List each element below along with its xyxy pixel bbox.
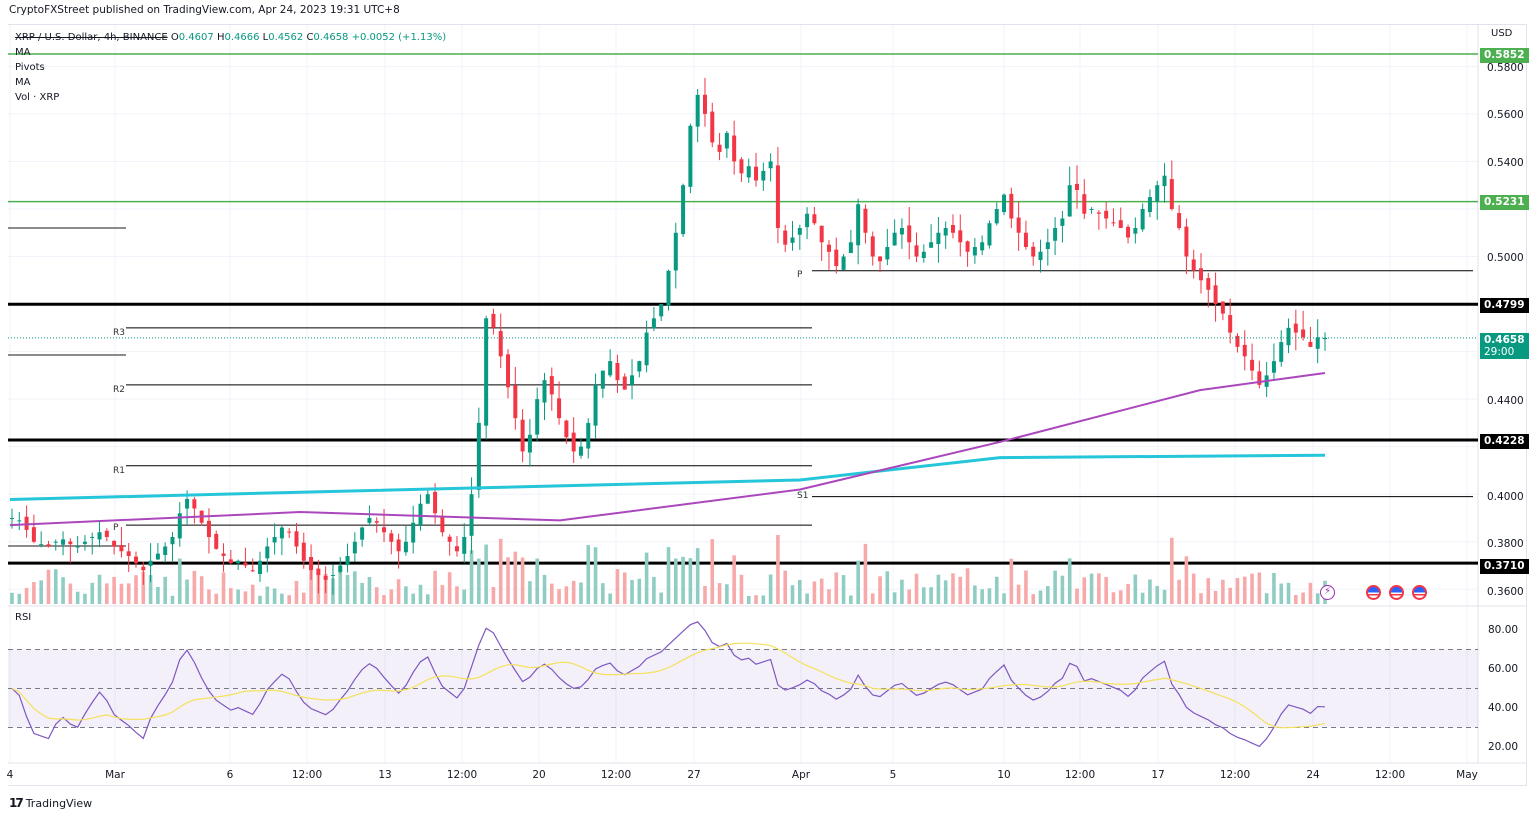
price-tick: 0.3800: [1487, 538, 1524, 550]
chart-legend: XRP / U.S. Dollar, 4h, BINANCE O0.4607 H…: [15, 30, 446, 105]
time-tick: Apr: [791, 769, 811, 781]
us-flag-icon[interactable]: [1366, 585, 1381, 600]
pivot-label-r3: R3: [113, 328, 125, 338]
level-tag-0.3710: 0.3710: [1480, 559, 1529, 574]
level-tag-0.4799: 0.4799: [1480, 298, 1529, 313]
pivot-label-s1: S1: [797, 491, 809, 501]
rsi-tick: 80.00: [1488, 624, 1519, 636]
low-value: 0.4562: [268, 32, 304, 43]
price-tick: 0.5600: [1487, 109, 1524, 121]
time-tick: 12:00: [1219, 769, 1251, 781]
level-tag-0.5852: 0.5852: [1480, 48, 1529, 63]
high-value: 0.4666: [224, 32, 260, 43]
flash-icon[interactable]: ⚡: [1320, 585, 1335, 600]
us-flag-icon[interactable]: [1412, 585, 1427, 600]
rsi-pane-label[interactable]: RSI: [15, 612, 32, 623]
time-tick: 20: [532, 769, 546, 781]
level-tag-0.5231: 0.5231: [1480, 195, 1529, 210]
us-flag-icon[interactable]: [1389, 585, 1404, 600]
price-tick: 0.4400: [1487, 395, 1524, 407]
symbol-name[interactable]: XRP / U.S. Dollar, 4h, BINANCE: [15, 32, 168, 43]
chart-frame[interactable]: [8, 24, 1527, 786]
last-price-tag: 0.4658 29:00: [1480, 333, 1529, 359]
publisher-caption: CryptoFXStreet published on TradingView.…: [9, 4, 400, 16]
rsi-tick: 60.00: [1488, 663, 1519, 675]
tradingview-brand[interactable]: 17 TradingView: [9, 796, 93, 810]
indicator-pivots[interactable]: Pivots: [15, 62, 45, 73]
time-tick: Mar: [105, 769, 125, 781]
time-tick: 12:00: [1064, 769, 1096, 781]
price-tick: 0.4000: [1487, 491, 1524, 503]
time-tick: 5: [889, 769, 897, 781]
price-tick: 0.5000: [1487, 252, 1524, 264]
bar-countdown: 29:00: [1484, 346, 1515, 358]
time-tick: 12:00: [600, 769, 632, 781]
time-tick: May: [1456, 769, 1478, 781]
pivot-label-r1: R1: [113, 466, 125, 476]
tradingview-logo-icon: 17: [9, 796, 24, 810]
price-tick: 0.3600: [1487, 586, 1524, 598]
time-tick: 6: [226, 769, 234, 781]
pivot-label-r2: R2: [113, 385, 125, 395]
rsi-tick: 20.00: [1488, 741, 1519, 753]
price-tick: 0.5800: [1487, 62, 1524, 74]
time-tick: 12:00: [1374, 769, 1406, 781]
time-tick: 12:00: [446, 769, 478, 781]
change-value: +0.0052 (+1.13%): [351, 32, 447, 43]
time-tick: 24: [1306, 769, 1320, 781]
pivot-label-p-april: P: [797, 270, 803, 280]
time-tick: 13: [378, 769, 392, 781]
indicator-ma-2[interactable]: MA: [15, 77, 31, 88]
symbol-row: XRP / U.S. Dollar, 4h, BINANCE O0.4607 H…: [15, 32, 447, 43]
open-value: 0.4607: [178, 32, 214, 43]
price-tick: 0.5400: [1487, 157, 1524, 169]
level-tag-0.4228: 0.4228: [1480, 434, 1529, 449]
time-tick: 27: [687, 769, 701, 781]
pivot-label-p: P: [113, 523, 119, 533]
time-tick: 4: [6, 769, 14, 781]
time-tick: 17: [1151, 769, 1165, 781]
indicator-volume[interactable]: Vol · XRP: [15, 92, 60, 103]
time-tick: 12:00: [291, 769, 323, 781]
indicator-ma-1[interactable]: MA: [15, 47, 31, 58]
close-value: 0.4658: [313, 32, 349, 43]
rsi-tick: 40.00: [1488, 702, 1519, 714]
currency-label: USD: [1491, 28, 1513, 39]
time-tick: 10: [997, 769, 1011, 781]
